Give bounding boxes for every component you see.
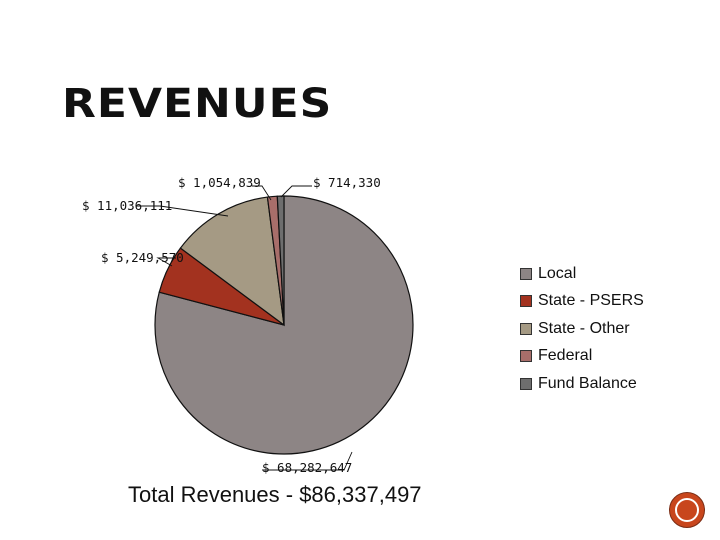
legend-swatch-local (520, 267, 532, 280)
pie-slices (154, 195, 414, 455)
legend-label-local: Local (538, 264, 577, 282)
leader-line (136, 205, 229, 217)
legend: Local State - PSERS State - Other Federa… (520, 260, 644, 398)
leader-line (280, 185, 312, 198)
data-label-state-other: $ 11,036,111 (82, 198, 172, 213)
total-revenues-text: Total Revenues - $86,337,497 (128, 482, 422, 507)
legend-swatch-state-psers (520, 295, 532, 308)
leader-line (252, 185, 272, 201)
slide-title: REVENUES (62, 80, 333, 127)
legend-swatch-fund-balance (520, 377, 532, 390)
leader-line (262, 451, 353, 471)
legend-label-fund-balance: Fund Balance (538, 374, 637, 392)
legend-item-state-psers: State - PSERS (520, 288, 644, 316)
legend-item-federal: Federal (520, 343, 644, 371)
data-labels: $ 68,282,647 $ 5,249,570 $ 11,036,111 $ 1,0… (82, 175, 381, 475)
pie-slice-state-other (179, 196, 285, 327)
next-slide-button[interactable] (669, 492, 705, 528)
next-slide-icon (675, 498, 699, 522)
legend-item-local: Local (520, 260, 644, 288)
legend-item-fund-balance: Fund Balance (520, 370, 644, 398)
legend-label-state-psers: State - PSERS (538, 292, 644, 310)
legend-swatch-federal (520, 350, 532, 363)
data-label-federal: $ 1,054,839 (178, 175, 261, 190)
data-label-fund-balance: $ 714,330 (313, 175, 381, 190)
leader-line (156, 257, 176, 267)
pie-slice-fund-balance (276, 195, 285, 326)
data-label-state-psers: $ 5,249,570 (101, 250, 184, 265)
leader-lines (136, 185, 353, 471)
legend-label-state-other: State - Other (538, 319, 630, 337)
legend-swatch-state-other (520, 322, 532, 335)
legend-label-federal: Federal (538, 347, 593, 365)
legend-item-state-other: State - Other (520, 315, 644, 343)
data-label-local: $ 68,282,647 (262, 460, 352, 475)
